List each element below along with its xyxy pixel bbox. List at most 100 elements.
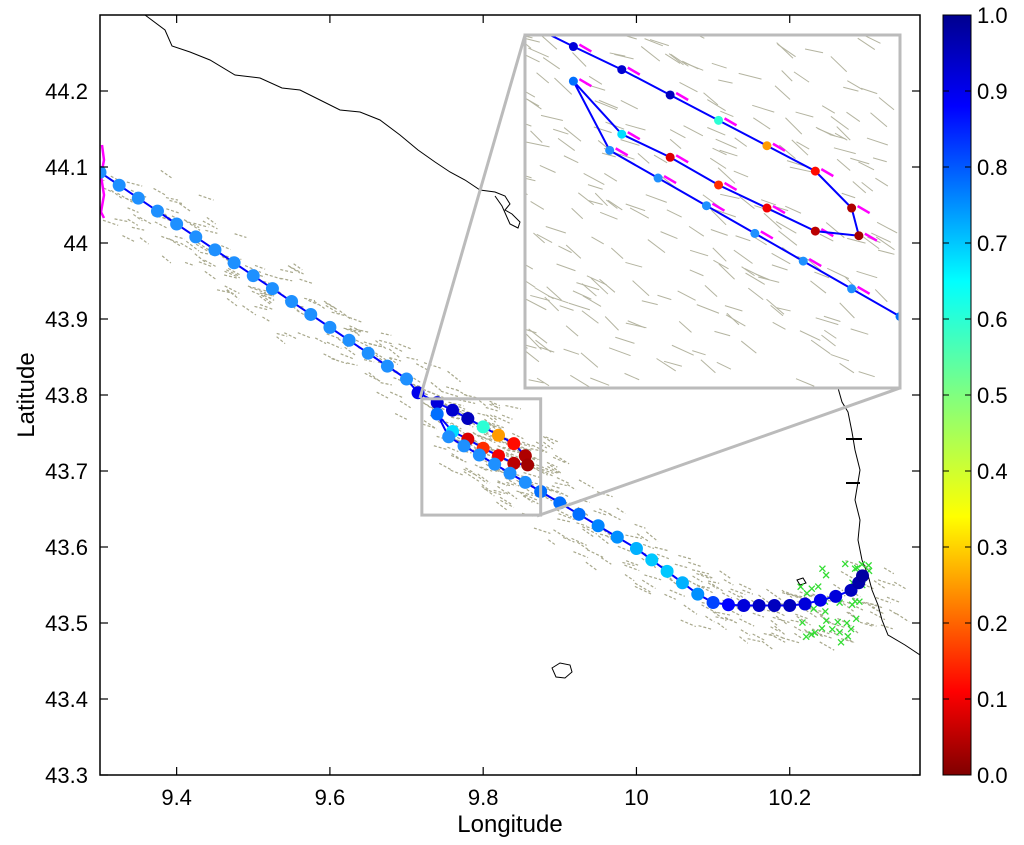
vector-arrow (447, 447, 458, 451)
vector-arrow (502, 415, 512, 419)
trajectory-point (519, 476, 532, 489)
vector-arrow (280, 278, 292, 281)
vector-arrow (111, 190, 123, 199)
vector-arrow (646, 532, 658, 542)
vector-arrow (341, 354, 355, 359)
vector-arrow (162, 256, 171, 263)
vector-arrow (657, 554, 669, 559)
trajectory-point (768, 599, 781, 612)
vector-arrow (742, 590, 752, 594)
vector-arrow (451, 470, 464, 475)
vector-arrow (227, 298, 237, 305)
vector-arrow (497, 486, 508, 494)
trajectory-point (676, 576, 689, 589)
vector-arrow (717, 612, 731, 615)
vector-arrow (161, 170, 173, 178)
trajectory-point (446, 404, 459, 417)
trajectory-point (521, 458, 534, 471)
vector-arrow (573, 552, 588, 558)
y-tick-label: 43.8 (45, 383, 88, 408)
end-marker (845, 633, 851, 639)
x-tick-label: 9.8 (468, 785, 499, 810)
inset-trajectory-point (799, 257, 808, 266)
vector-arrow (887, 597, 900, 602)
trajectory-point (113, 179, 126, 192)
vector-arrow (555, 455, 569, 463)
vector-arrow (567, 485, 576, 490)
inset-trajectory-point (617, 65, 626, 74)
x-tick-label: 10.2 (768, 785, 811, 810)
end-marker (844, 620, 850, 626)
trajectory-point (323, 321, 336, 334)
vector-arrow (609, 514, 620, 519)
trajectory-point (488, 458, 501, 471)
x-tick-label: 9.4 (161, 785, 192, 810)
vector-arrow (771, 627, 780, 632)
vector-arrow (635, 524, 646, 528)
vector-arrow (128, 208, 139, 213)
vector-arrow (820, 642, 834, 650)
y-tick-label: 43.4 (45, 687, 88, 712)
vector-arrow (675, 564, 687, 567)
trajectory-point (645, 553, 658, 566)
vector-arrow (557, 519, 571, 522)
inset-trajectory-point (811, 227, 820, 236)
vector-arrow (389, 349, 400, 358)
vector-arrow (399, 344, 412, 349)
trajectory-point (285, 295, 298, 308)
inset-trajectory-point (714, 180, 723, 189)
y-tick-label: 43.5 (45, 611, 88, 636)
vector-arrow (127, 182, 142, 186)
vector-arrow (708, 581, 719, 583)
end-marker (835, 619, 841, 625)
vector-arrow (166, 198, 178, 201)
inset-zoom (505, 12, 918, 388)
y-tick-label: 43.3 (45, 763, 88, 788)
vector-arrow (185, 262, 195, 265)
vector-arrow (117, 193, 132, 202)
vector-arrow (464, 395, 476, 398)
vector-arrow (625, 575, 634, 581)
vector-arrow (186, 221, 200, 230)
vector-arrow (175, 236, 185, 239)
vector-arrow (324, 301, 336, 308)
vector-arrow (555, 483, 567, 486)
vector-arrow (355, 329, 368, 332)
end-marker (819, 566, 825, 572)
trajectory-point (799, 598, 812, 611)
vector-arrow (705, 616, 714, 622)
vector-arrow (548, 540, 556, 546)
inset-vector-arrow (505, 336, 527, 345)
vector-arrow (643, 544, 654, 548)
trajectory-point (170, 218, 183, 231)
trajectory-point (492, 429, 505, 442)
vector-arrow (364, 360, 374, 362)
vector-arrow (688, 562, 701, 566)
vector-arrow (169, 239, 181, 246)
inset-trajectory-point (508, 12, 517, 21)
vector-arrow (664, 594, 675, 599)
vector-arrow (407, 357, 418, 359)
y-tick-label: 43.6 (45, 535, 88, 560)
vector-arrow (199, 262, 212, 267)
vector-arrow (451, 455, 466, 462)
coastline-south (838, 388, 920, 655)
vector-arrow (741, 630, 750, 636)
trajectory-point (461, 412, 474, 425)
vector-arrow (439, 463, 451, 469)
vector-arrow (863, 602, 875, 608)
vector-arrow (277, 337, 285, 344)
vector-arrow (635, 586, 651, 594)
vector-arrow (718, 623, 727, 630)
inset-trajectory-point (702, 201, 711, 210)
trajectory-point (507, 437, 520, 450)
colorbar-tick-label: 0.9 (977, 79, 1008, 104)
vector-arrow (381, 333, 391, 335)
trajectory-point (247, 269, 260, 282)
vector-arrow (872, 607, 884, 614)
vector-arrow (531, 449, 548, 453)
vector-arrow (155, 222, 168, 228)
colorbar-tick-label: 0.7 (977, 231, 1008, 256)
vector-arrow (154, 188, 167, 195)
inset-trajectory-point (762, 204, 771, 213)
